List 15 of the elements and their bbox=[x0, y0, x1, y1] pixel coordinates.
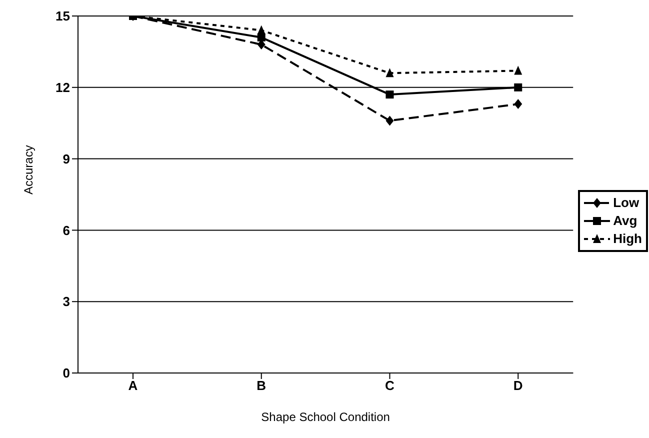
legend-label: Avg bbox=[613, 212, 638, 230]
legend-label: High bbox=[613, 230, 642, 248]
y-axis-title: Accuracy bbox=[21, 145, 36, 194]
y-tick-label: 3 bbox=[62, 294, 70, 310]
x-tick-label: D bbox=[513, 378, 523, 394]
legend-label: Low bbox=[613, 194, 640, 212]
x-tick-label: A bbox=[128, 378, 138, 394]
y-tick-label: 0 bbox=[62, 366, 70, 381]
x-tick-label: C bbox=[385, 378, 396, 394]
y-tick-label: 15 bbox=[56, 8, 70, 24]
x-axis-title: Shape School Condition bbox=[261, 410, 390, 424]
x-tick-label: B bbox=[256, 378, 266, 394]
y-tick-label: 9 bbox=[62, 151, 70, 166]
y-tick-label: 12 bbox=[56, 80, 70, 96]
y-tick-label: 6 bbox=[62, 222, 70, 238]
